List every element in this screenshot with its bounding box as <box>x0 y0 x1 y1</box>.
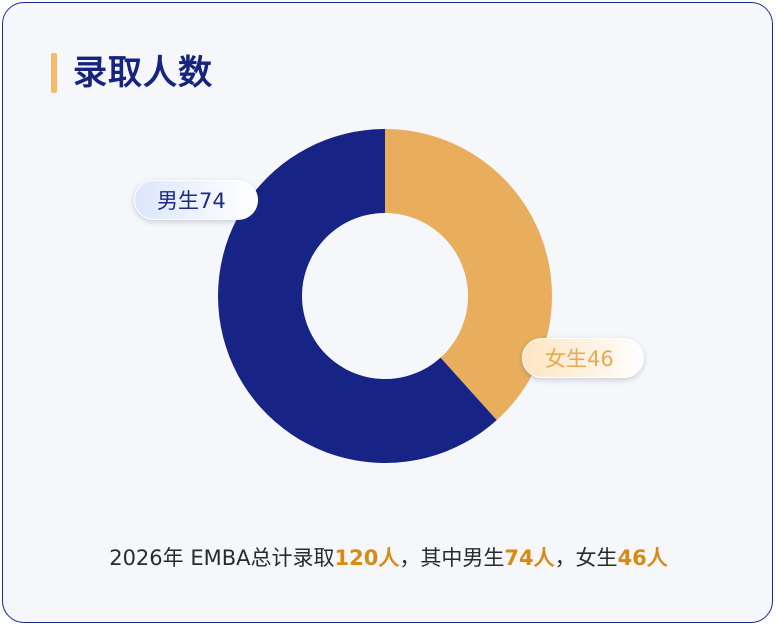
title-accent-bar <box>51 53 57 93</box>
summary-male: 74人 <box>504 546 555 570</box>
summary-total: 120人 <box>334 546 400 570</box>
donut-slice-female <box>385 129 552 421</box>
summary-prefix: 2026年 EMBA总计录取 <box>109 546 335 570</box>
male-label-text: 男生74 <box>157 189 226 213</box>
slice-label-female: 女生46 <box>522 338 644 378</box>
summary-mid1: ，其中男生 <box>399 546 505 570</box>
summary-female: 46人 <box>617 546 668 570</box>
chart-title: 录取人数 <box>73 53 213 93</box>
slice-label-male: 男生74 <box>134 180 258 220</box>
female-label-text: 女生46 <box>545 347 614 371</box>
donut-slice-male <box>218 129 497 464</box>
summary-text: 2026年 EMBA总计录取120人，其中男生74人，女生46人 <box>0 540 777 576</box>
summary-mid2: ，女生 <box>554 546 618 570</box>
